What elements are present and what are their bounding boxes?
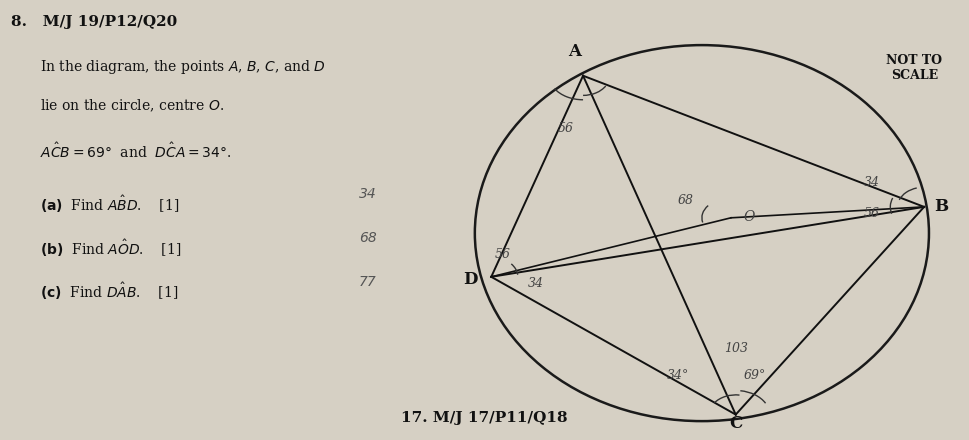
Text: $\mathbf{(b)}$  Find $A\hat{O}D$.    [1]: $\mathbf{(b)}$ Find $A\hat{O}D$. [1]: [40, 238, 181, 259]
Text: lie on the circle, centre $O$.: lie on the circle, centre $O$.: [40, 98, 224, 114]
Text: C: C: [729, 415, 742, 432]
Text: $\mathbf{(a)}$  Find $A\hat{B}D$.    [1]: $\mathbf{(a)}$ Find $A\hat{B}D$. [1]: [40, 194, 179, 215]
Text: D: D: [463, 271, 478, 287]
Text: 68: 68: [677, 194, 693, 207]
Text: 34: 34: [528, 277, 544, 290]
Text: 34: 34: [359, 187, 377, 201]
Text: B: B: [934, 198, 948, 216]
Text: $A\hat{C}B = 69°$  and  $D\hat{C}A = 34°$.: $A\hat{C}B = 69°$ and $D\hat{C}A = 34°$.: [40, 141, 232, 161]
Text: 69°: 69°: [743, 369, 766, 382]
Text: 77: 77: [359, 275, 377, 289]
Text: 34°: 34°: [667, 369, 689, 382]
Text: 56: 56: [557, 122, 574, 135]
Text: 8.   M/J 19/P12/Q20: 8. M/J 19/P12/Q20: [11, 15, 177, 29]
Text: NOT TO
SCALE: NOT TO SCALE: [887, 54, 943, 82]
Text: 68: 68: [359, 231, 377, 245]
Text: 56: 56: [494, 249, 511, 261]
Text: 34: 34: [863, 176, 880, 189]
Text: In the diagram, the points $A$, $B$, $C$, and $D$: In the diagram, the points $A$, $B$, $C$…: [40, 58, 326, 76]
Text: A: A: [568, 44, 580, 60]
Text: $\mathbf{(c)}$  Find $D\hat{A}B$.    [1]: $\mathbf{(c)}$ Find $D\hat{A}B$. [1]: [40, 281, 178, 302]
Text: 103: 103: [724, 342, 748, 356]
Text: 17. M/J 17/P11/Q18: 17. M/J 17/P11/Q18: [401, 411, 568, 425]
Text: 56: 56: [863, 207, 880, 220]
Text: O: O: [743, 209, 755, 224]
